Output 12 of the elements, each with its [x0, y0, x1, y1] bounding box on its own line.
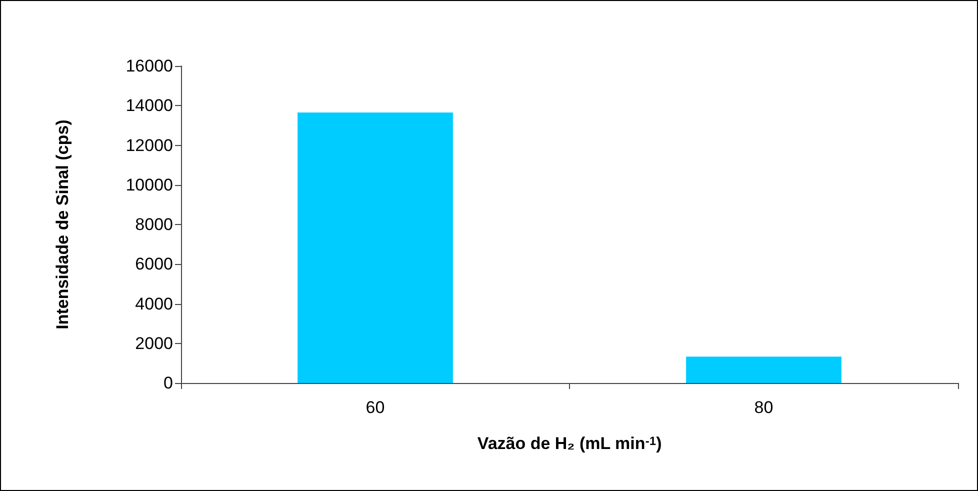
y-tick-label: 8000: [135, 215, 173, 234]
x-tick-label: 60: [366, 398, 385, 417]
y-axis-title: Intensidade de Sinal (cps): [53, 120, 72, 330]
y-tick-label: 6000: [135, 254, 173, 274]
y-tick-label: 12000: [126, 136, 173, 155]
y-tick-label: 10000: [126, 175, 173, 194]
y-tick-label: 14000: [126, 96, 173, 116]
y-tick-label: 4000: [135, 294, 173, 314]
x-tick-label: 80: [754, 398, 774, 417]
y-tick-label: 2000: [135, 334, 173, 353]
y-tick-label: 16000: [126, 56, 173, 76]
y-tick-label: 0: [164, 374, 173, 392]
